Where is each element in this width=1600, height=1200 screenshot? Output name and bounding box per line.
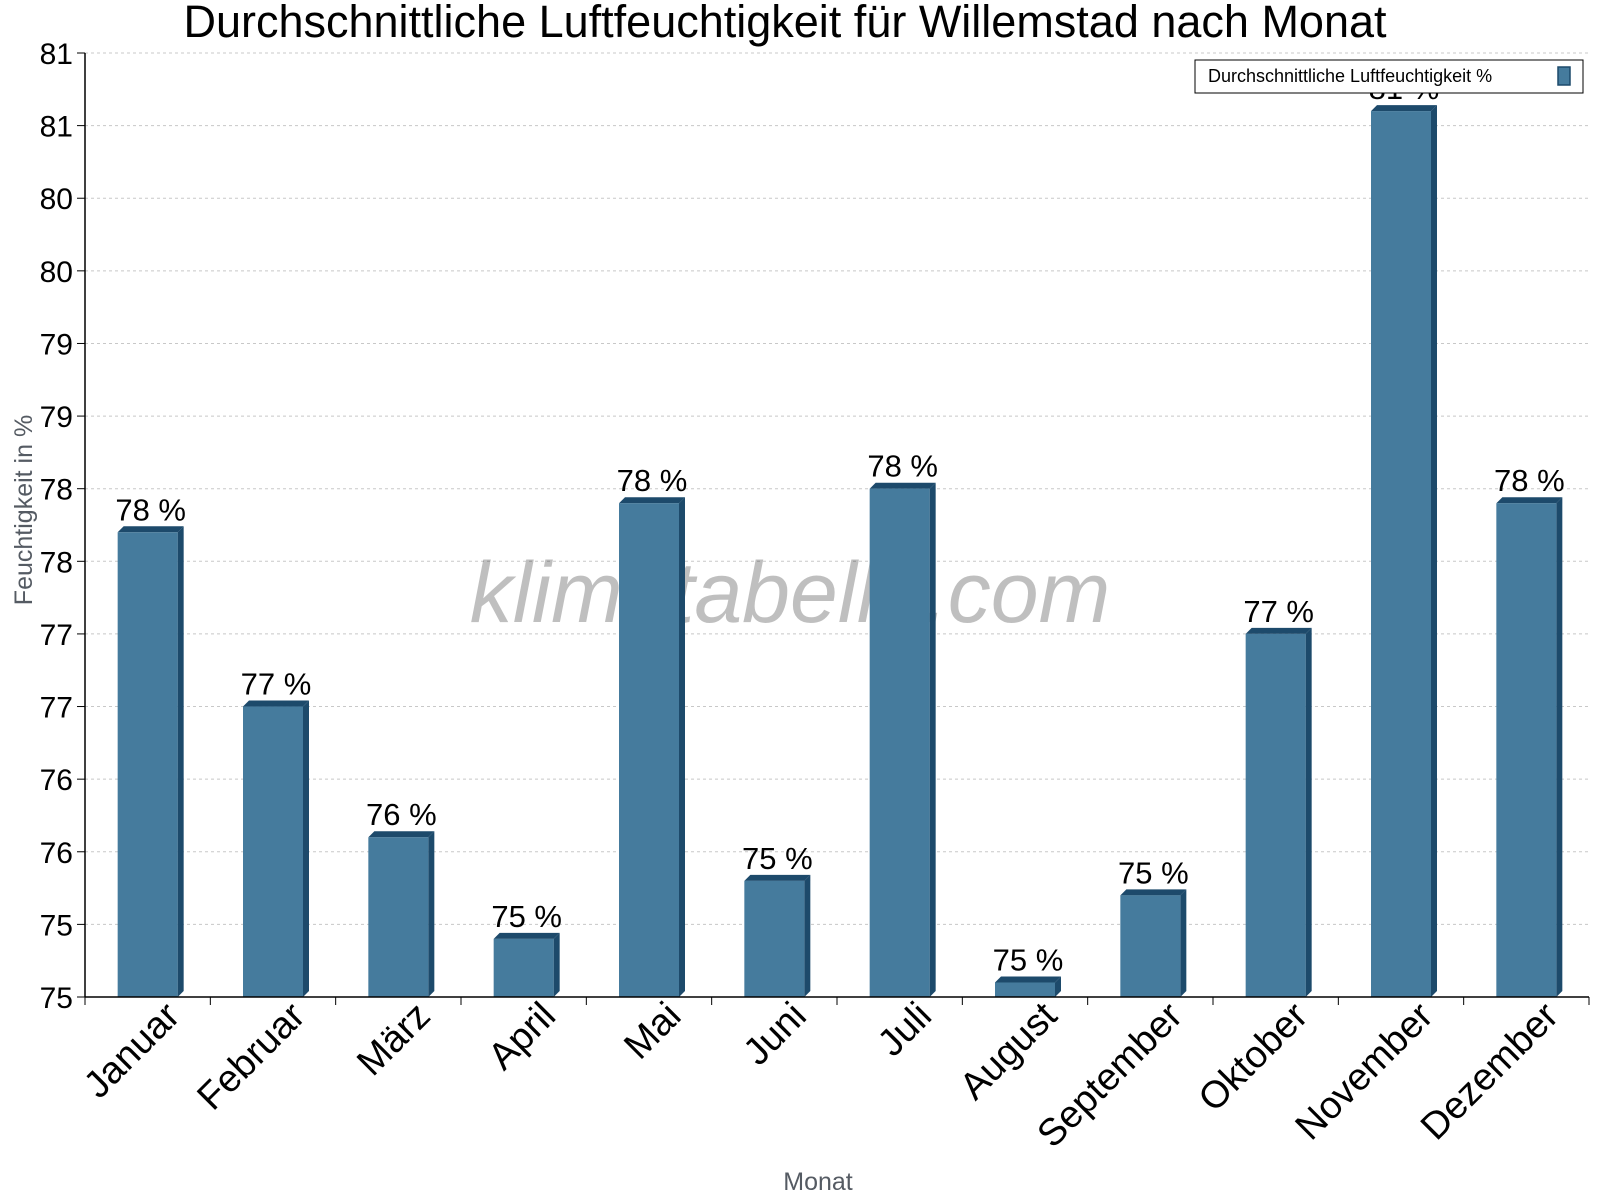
y-tick-label: 78: [40, 546, 73, 579]
data-label: 78 %: [115, 492, 186, 527]
data-label: 76 %: [366, 797, 437, 832]
bar-side-face: [303, 700, 309, 997]
bar-side-face: [1055, 976, 1061, 997]
bar-side-face: [1431, 105, 1437, 998]
bar-front-face: [243, 706, 303, 997]
bar-juli: [869, 482, 936, 997]
bar-oktober: [1245, 627, 1312, 997]
bar-top-face: [1496, 497, 1563, 504]
bar-top-face: [869, 482, 936, 489]
bar-top-face: [1371, 105, 1437, 112]
bar-februar: [243, 700, 309, 997]
bar-side-face: [428, 831, 435, 997]
bar-top-face: [368, 831, 435, 838]
legend: Durchschnittliche Luftfeuchtigkeit %: [1194, 59, 1584, 94]
bar-front-face: [117, 532, 178, 997]
y-tick-label: 78: [40, 474, 73, 507]
bar-top-face: [117, 526, 184, 533]
bar-side-face: [929, 482, 936, 997]
bar-top-face: [493, 932, 560, 939]
x-tick-label: April: [481, 995, 564, 1078]
bar-april: [493, 932, 560, 997]
bar-januar: [117, 526, 184, 997]
x-tick-label: Februar: [190, 994, 314, 1118]
x-axis-label: Monat: [783, 1168, 853, 1196]
bar-front-face: [1496, 503, 1557, 997]
y-tick-label: 75: [40, 909, 73, 942]
x-tick-label: März: [349, 995, 438, 1084]
bar-dezember: [1496, 497, 1563, 997]
y-tick-labels: 75 75 76 76 77 77 78 78 79 79 80 80 81 81: [40, 38, 73, 1015]
data-label: 75 %: [742, 841, 813, 876]
bar-september: [1120, 889, 1187, 997]
legend-box: [1194, 59, 1584, 94]
bar-front-face: [744, 880, 805, 997]
x-tick-label: Juli: [870, 995, 940, 1065]
bar-juni: [744, 874, 811, 997]
bar-front-face: [1371, 111, 1431, 998]
data-labels: 78 % 77 % 76 % 75 % 78 % 75 % 78 % 75 % 75 % 77 %…: [115, 71, 1564, 977]
y-tick-label: 76: [40, 837, 73, 870]
bar-top-face: [995, 976, 1061, 983]
bar-top-face: [744, 874, 811, 881]
x-tick-label: Oktober: [1191, 994, 1317, 1120]
bar-side-face: [553, 932, 560, 997]
data-label: 78 %: [617, 463, 688, 498]
bar-side-face: [1180, 889, 1187, 997]
x-tick-labels: Januar Februar März April Mai Juni Juli AugustS…: [76, 994, 1567, 1155]
x-tick-label: August: [952, 994, 1066, 1108]
bar-august: [995, 976, 1061, 997]
bar-märz: [368, 831, 435, 997]
y-axis-label: Feuchtigkeit in %: [10, 415, 38, 605]
data-label: 75 %: [1118, 855, 1189, 890]
data-label: 77 %: [1243, 594, 1314, 629]
x-tick-label: Juni: [736, 995, 815, 1074]
y-tick-label: 77: [40, 619, 73, 652]
x-tick-label: Dezember: [1413, 994, 1567, 1148]
y-tick-label: 77: [40, 692, 73, 725]
data-label: 78 %: [867, 449, 938, 484]
y-tick-label: 79: [40, 328, 73, 361]
y-tick-label: 81: [40, 111, 73, 144]
bar-side-face: [177, 526, 184, 997]
x-tick-label: Januar: [76, 994, 188, 1106]
bar-front-face: [1245, 633, 1306, 997]
bar-top-face: [619, 497, 685, 504]
legend-swatch: [1557, 66, 1571, 86]
data-label: 78 %: [1494, 463, 1565, 498]
legend-label: Durchschnittliche Luftfeuchtigkeit %: [1208, 66, 1492, 86]
x-tick-label: Mai: [616, 995, 689, 1068]
bar-mai: [619, 497, 685, 997]
bar-side-face: [804, 874, 811, 997]
bar-front-face: [869, 488, 930, 997]
y-tick-label: 79: [40, 401, 73, 434]
bar-november: [1371, 105, 1437, 998]
y-tick-label: 80: [40, 256, 73, 289]
bar-top-face: [243, 700, 309, 707]
bars: [117, 105, 1563, 998]
y-tick-label: 75: [40, 982, 73, 1015]
bar-front-face: [619, 503, 679, 997]
bar-side-face: [1305, 627, 1312, 997]
y-tick-label: 81: [40, 38, 73, 71]
bar-side-face: [1556, 497, 1563, 997]
data-label: 75 %: [491, 899, 562, 934]
bar-front-face: [493, 938, 554, 997]
axes: [77, 52, 1590, 1005]
data-label: 77 %: [241, 667, 312, 702]
gridlines: [85, 52, 1589, 925]
chart-title: Durchschnittliche Luftfeuchtigkeit für W…: [183, 0, 1387, 47]
data-label: 75 %: [993, 942, 1064, 977]
bar-top-face: [1245, 627, 1312, 634]
bar-front-face: [368, 837, 429, 997]
y-tick-label: 80: [40, 183, 73, 216]
watermark: klimatabelle.com: [470, 545, 1110, 641]
bar-front-face: [1120, 895, 1181, 997]
y-tick-label: 76: [40, 764, 73, 797]
bar-top-face: [1120, 889, 1187, 896]
bar-front-face: [995, 982, 1055, 997]
bar-side-face: [679, 497, 685, 997]
